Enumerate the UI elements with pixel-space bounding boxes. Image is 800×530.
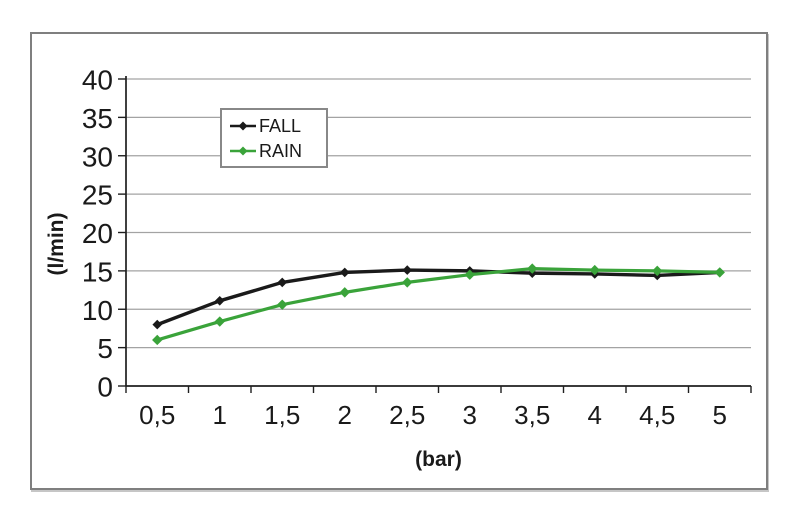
rain-series-marker-icon	[230, 146, 256, 155]
line-chart-plot: 0 5 10 15 20 25 30 35 40 0,5 1 1,5 2 2,5 3 3,5 4 4,5 5	[82, 65, 752, 430]
y-axis-title: (l/min)	[45, 212, 68, 276]
y-tick-label: 0	[97, 372, 113, 403]
fall-data-point	[402, 265, 413, 275]
rain-data-point	[464, 269, 475, 280]
rain-data-point	[714, 267, 725, 278]
y-tick-label: 5	[97, 333, 113, 364]
x-tick-label: 1,5	[264, 400, 300, 430]
x-tick-label: 0,5	[139, 400, 175, 430]
y-tick-label: 35	[82, 103, 113, 134]
legend-label-rain: RAIN	[259, 140, 303, 161]
rain-series-line	[156, 266, 720, 342]
fall-data-point	[214, 296, 225, 306]
x-tick-label: 3	[463, 400, 477, 430]
x-tick-label: 1	[213, 400, 227, 430]
y-tick-label: 25	[82, 180, 113, 211]
x-tick-label: 2,5	[389, 400, 425, 430]
y-tick-label: 20	[82, 218, 113, 249]
x-axis-title: (bar)	[415, 448, 462, 471]
y-tick-label: 40	[82, 65, 113, 96]
x-tick-label: 2	[338, 400, 352, 430]
rain-data-point	[214, 316, 225, 327]
x-tick-label: 5	[713, 400, 727, 430]
rain-data-point	[402, 277, 413, 288]
fall-data-point	[152, 319, 163, 330]
legend-entry-rain: RAIN	[228, 138, 326, 163]
fall-data-point	[277, 277, 288, 288]
rain-data-point	[339, 287, 350, 298]
rain-data-point	[277, 299, 288, 310]
rain-data-point	[527, 263, 538, 274]
legend-label-fall: FALL	[259, 115, 302, 136]
y-tick-label: 30	[82, 141, 113, 172]
rain-data-point	[589, 264, 600, 276]
y-tick-label: 10	[82, 295, 113, 326]
fall-data-point	[339, 267, 350, 278]
x-tick-label: 4,5	[639, 400, 675, 430]
x-tick-label: 4	[588, 400, 602, 430]
rain-data-point	[652, 265, 663, 277]
chart-frame: 0 5 10 15 20 25 30 35 40 0,5 1 1,5 2 2,5 3 3,5 4 4,5 5 (l/…	[30, 32, 768, 490]
y-tick-label: 15	[82, 256, 113, 287]
legend: FALL RAIN	[220, 108, 328, 168]
rain-data-point	[152, 334, 163, 346]
legend-entry-fall: FALL	[228, 113, 326, 138]
x-tick-label: 3,5	[514, 400, 550, 430]
fall-series-line	[156, 268, 720, 327]
fall-series-marker-icon	[230, 121, 256, 130]
